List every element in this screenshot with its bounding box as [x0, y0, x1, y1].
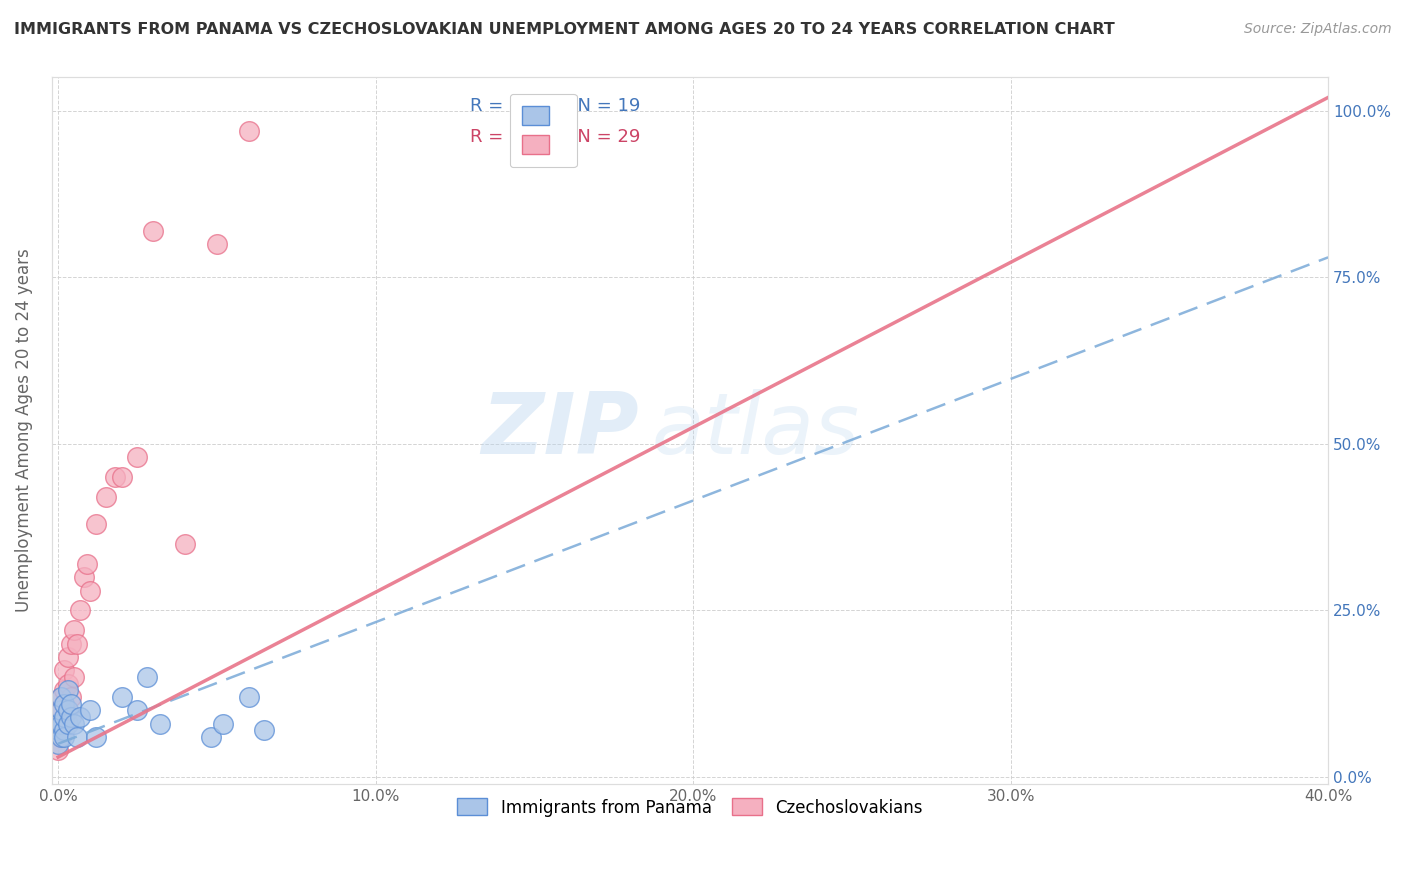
- Point: [56, 716, 79, 731]
- Point: [69, 603, 91, 617]
- Point: [79, 703, 101, 717]
- Text: Source: ZipAtlas.com: Source: ZipAtlas.com: [1244, 22, 1392, 37]
- Point: [84, 730, 107, 744]
- Point: [205, 237, 228, 252]
- Legend: Immigrants from Panama, Czechoslovakians: Immigrants from Panama, Czechoslovakians: [449, 790, 931, 825]
- Point: [238, 124, 260, 138]
- Point: [59, 710, 82, 724]
- Point: [51, 703, 73, 717]
- Point: [149, 716, 172, 731]
- Point: [69, 710, 91, 724]
- Point: [51, 690, 73, 705]
- Point: [253, 723, 276, 738]
- Point: [110, 690, 132, 705]
- Text: R = 0.818   N = 29: R = 0.818 N = 29: [471, 128, 641, 146]
- Point: [76, 557, 98, 571]
- Point: [56, 650, 79, 665]
- Point: [51, 690, 73, 705]
- Point: [59, 697, 82, 711]
- Point: [56, 677, 79, 691]
- Point: [56, 703, 79, 717]
- Point: [142, 224, 165, 238]
- Point: [46, 716, 69, 731]
- Point: [127, 450, 149, 465]
- Point: [56, 683, 79, 698]
- Point: [200, 730, 222, 744]
- Point: [127, 703, 149, 717]
- Point: [63, 716, 86, 731]
- Point: [66, 730, 89, 744]
- Point: [110, 470, 132, 484]
- Point: [51, 716, 73, 731]
- Point: [46, 743, 69, 757]
- Point: [174, 537, 197, 551]
- Point: [53, 730, 76, 744]
- Point: [46, 737, 69, 751]
- Point: [66, 637, 89, 651]
- Y-axis label: Unemployment Among Ages 20 to 24 years: Unemployment Among Ages 20 to 24 years: [15, 249, 32, 613]
- Text: atlas: atlas: [651, 389, 859, 472]
- Point: [94, 490, 117, 504]
- Point: [46, 716, 69, 731]
- Point: [84, 516, 107, 531]
- Point: [51, 730, 73, 744]
- Text: R = 0.316   N = 19: R = 0.316 N = 19: [471, 96, 641, 115]
- Point: [59, 637, 82, 651]
- Point: [63, 670, 86, 684]
- Point: [53, 716, 76, 731]
- Point: [53, 683, 76, 698]
- Point: [56, 703, 79, 717]
- Point: [53, 697, 76, 711]
- Point: [104, 470, 127, 484]
- Point: [63, 624, 86, 638]
- Text: ZIP: ZIP: [481, 389, 638, 472]
- Point: [212, 716, 235, 731]
- Point: [53, 664, 76, 678]
- Point: [53, 710, 76, 724]
- Text: IMMIGRANTS FROM PANAMA VS CZECHOSLOVAKIAN UNEMPLOYMENT AMONG AGES 20 TO 24 YEARS: IMMIGRANTS FROM PANAMA VS CZECHOSLOVAKIA…: [14, 22, 1115, 37]
- Point: [51, 703, 73, 717]
- Point: [51, 730, 73, 744]
- Point: [79, 583, 101, 598]
- Point: [72, 570, 94, 584]
- Point: [238, 690, 260, 705]
- Point: [59, 690, 82, 705]
- Point: [53, 723, 76, 738]
- Point: [46, 723, 69, 738]
- Point: [136, 670, 159, 684]
